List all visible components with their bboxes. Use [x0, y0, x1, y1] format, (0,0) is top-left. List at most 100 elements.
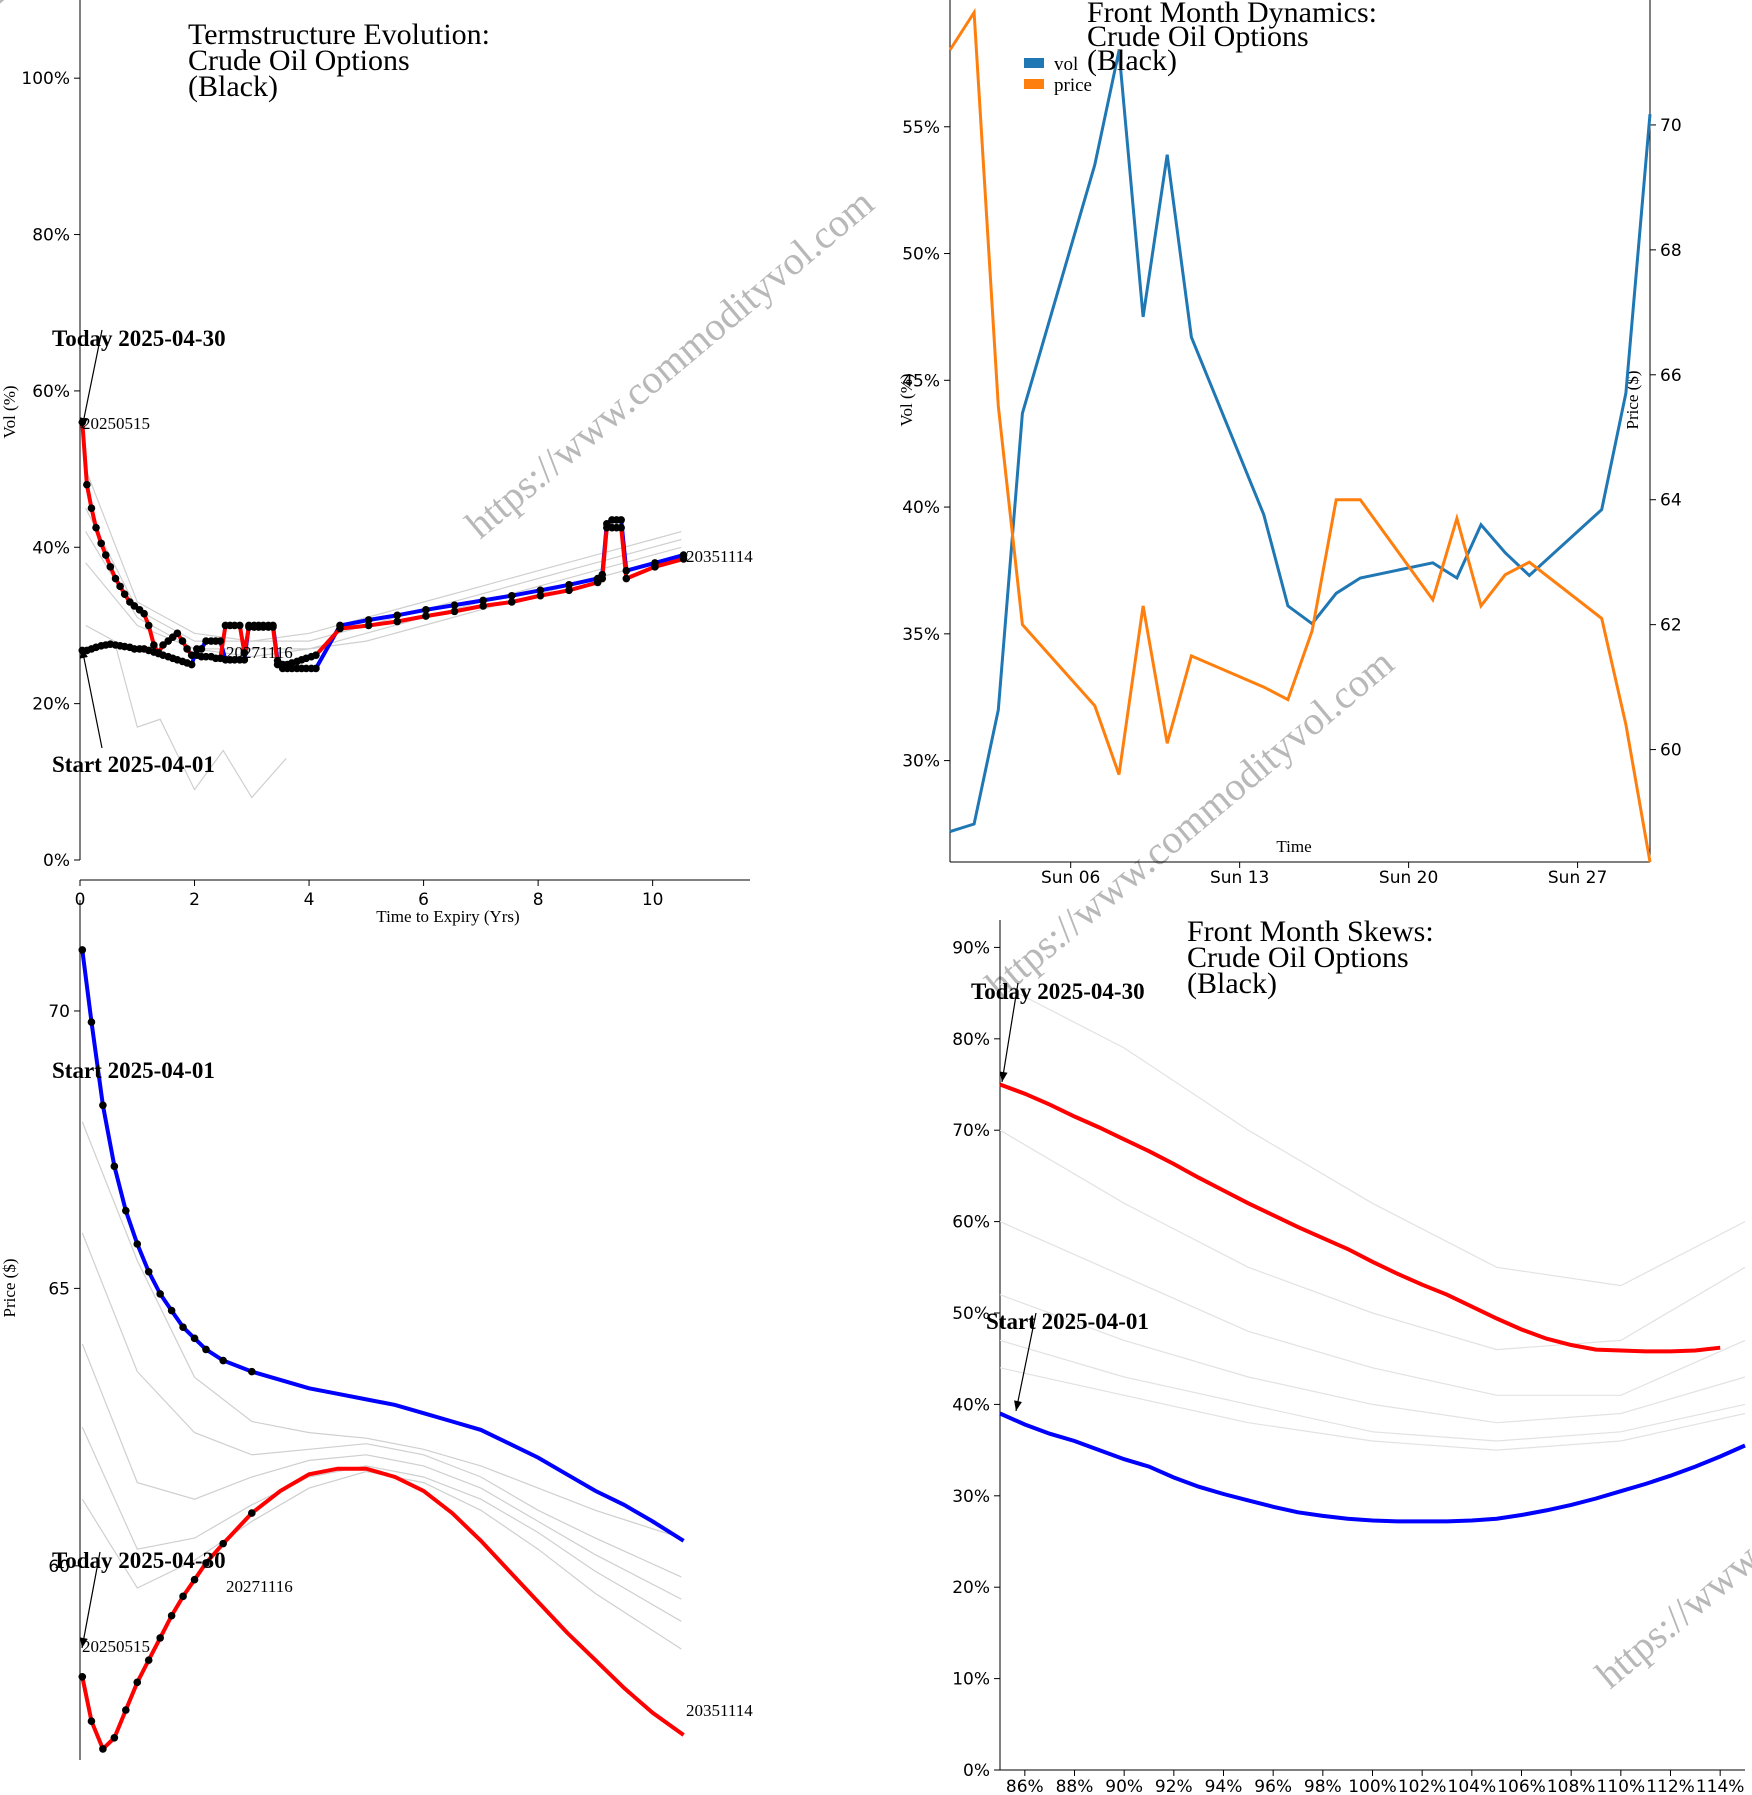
today-annotation: Today 2025-04-30 [971, 979, 1145, 1004]
y-tick-label: 55% [902, 118, 940, 138]
data-point [565, 586, 573, 595]
x-tick-label: 100% [1348, 1777, 1397, 1795]
y-tick-label: 0% [43, 851, 70, 871]
x-tick-label: Sun 13 [1210, 868, 1269, 888]
y-tick-label: 70 [48, 1002, 70, 1022]
data-point [479, 596, 487, 605]
expiry-label: 20250515 [82, 414, 150, 433]
y-tick-label: 100% [21, 69, 70, 89]
data-point [219, 1356, 227, 1365]
x-tick-label: 102% [1398, 1777, 1447, 1795]
history-series-line [999, 1367, 1746, 1451]
y-tick-label: 65 [48, 1279, 70, 1299]
termstructure-title-line: Termstructure Evolution: [188, 18, 490, 51]
data-point [679, 551, 688, 559]
y-tick-label: 0% [963, 1761, 990, 1781]
y-tick-label: 20% [952, 1578, 990, 1598]
data-point [87, 1018, 96, 1026]
data-point [173, 629, 182, 638]
x-tick-label: 8 [533, 890, 544, 910]
history-series-line [85, 624, 287, 799]
start-series-line [82, 517, 685, 671]
start-arrow [81, 647, 103, 749]
skews-title-line: (Black) [1187, 967, 1277, 1000]
start-annotation: Start 2025-04-01 [986, 1309, 1149, 1334]
y-right-tick-label: 62 [1660, 616, 1682, 636]
data-point [393, 617, 402, 626]
price-series-line [948, 7, 1652, 863]
y-right-tick-label: 70 [1660, 116, 1682, 136]
x-tick-label: 106% [1497, 1777, 1546, 1795]
data-point [133, 1678, 142, 1687]
y-right-tick-label: 64 [1660, 491, 1682, 511]
start-annotation: Start 2025-04-01 [52, 1058, 215, 1083]
expiry-label: 20271116 [226, 643, 293, 662]
data-point [197, 645, 206, 653]
expiry-label: 20250515 [82, 1637, 150, 1656]
data-point [312, 664, 320, 673]
start-arrow [1015, 1312, 1037, 1412]
data-point [167, 1611, 176, 1620]
data-point [312, 651, 320, 659]
data-point [219, 1539, 227, 1548]
data-point [598, 570, 607, 579]
data-point [144, 1267, 153, 1276]
history-series-line [81, 1343, 682, 1600]
today-annotation: Today 2025-04-30 [52, 1548, 226, 1573]
data-point [269, 621, 277, 630]
history-series-line [81, 1426, 682, 1622]
data-point [507, 591, 516, 600]
data-point [565, 581, 573, 589]
legend-swatch-vol [1024, 58, 1044, 68]
data-point [144, 621, 153, 630]
price-termstructure-chart: 60 65 70 Price ($) Start 2025-04-01 Today 202… [0, 900, 753, 1760]
today-arrow [81, 1551, 101, 1649]
data-point [240, 649, 249, 657]
watermark-layer: https://www.commodityvol.com https://www.… [0, 0, 1752, 1697]
today-arrowhead [999, 1071, 1008, 1082]
data-point [167, 1306, 176, 1315]
legend-label-vol: vol [1054, 54, 1078, 75]
data-point [617, 516, 625, 524]
data-point [622, 566, 631, 575]
history-series-line [85, 554, 682, 658]
y-right-tick-label: 68 [1660, 241, 1682, 261]
data-point [101, 551, 110, 559]
history-series-line [85, 468, 682, 642]
y-tick-label: 40% [902, 498, 940, 518]
data-point [133, 1240, 142, 1248]
dynamics-title-line: Front Month Dynamics: [1087, 0, 1377, 29]
data-point [651, 559, 659, 567]
data-point [617, 523, 625, 532]
start-series-line [999, 1411, 1746, 1524]
y-tick-label: 70% [952, 1121, 990, 1141]
front-month-dynamics-chart: 30% 35% 40% 45% 50% 55% 60 62 64 66 68 70 Sun 06 Sun … [897, 0, 1682, 888]
x-axis-title: Time [1276, 837, 1311, 856]
data-point [273, 656, 282, 665]
today-series-line [80, 1466, 685, 1753]
data-point [247, 1509, 256, 1517]
start-arrowhead [80, 648, 88, 659]
x-tick-label: 104% [1448, 1777, 1497, 1795]
y-tick-label: 50% [952, 1304, 990, 1324]
data-point [87, 1717, 96, 1725]
expiry-label: 20271116 [226, 1577, 293, 1596]
data-point [240, 656, 249, 664]
x-tick-label: 96% [1254, 1777, 1292, 1795]
data-point [179, 1592, 187, 1601]
data-point [122, 1706, 130, 1714]
data-point [422, 606, 430, 614]
y-tick-label: 60% [32, 382, 70, 402]
data-point [479, 602, 487, 610]
today-annotation: Today 2025-04-30 [52, 326, 226, 351]
data-point [235, 621, 244, 630]
today-arrow [81, 329, 103, 429]
start-series-line [80, 949, 685, 1543]
history-series-line [999, 1221, 1746, 1396]
x-axis-title: Time to Expiry (Yrs) [376, 907, 519, 926]
start-annotation: Start 2025-04-01 [52, 752, 215, 777]
data-point [150, 641, 158, 649]
today-series-line [999, 1082, 1721, 1354]
x-tick-label: 112% [1646, 1777, 1695, 1795]
